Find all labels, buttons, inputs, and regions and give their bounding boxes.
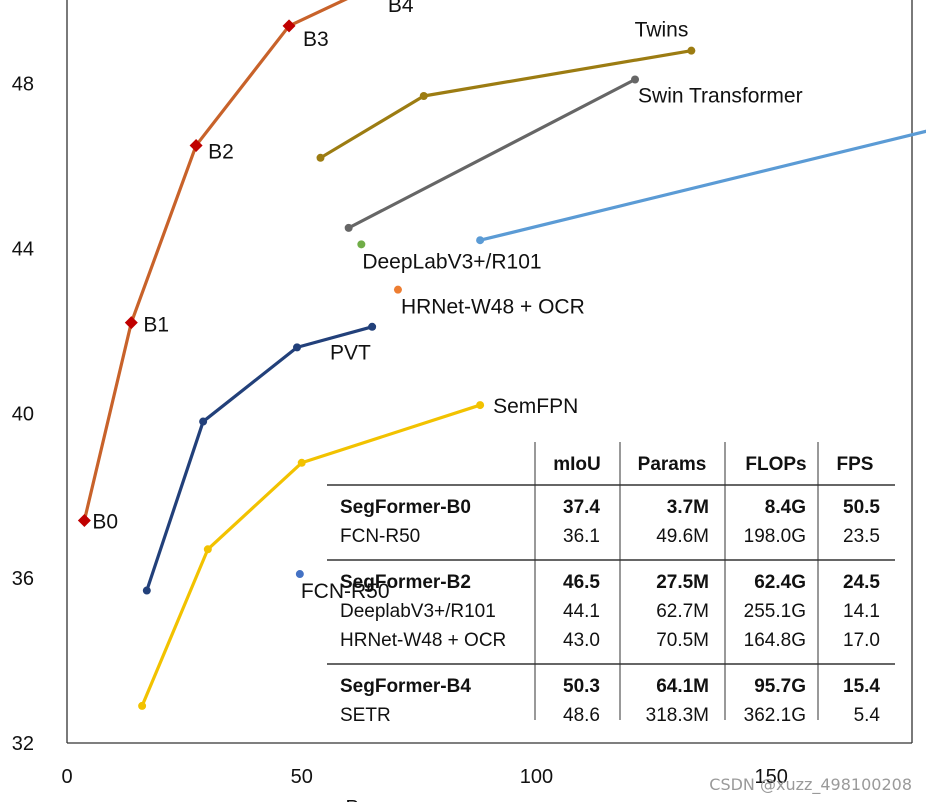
table-header-cell: FLOPs: [745, 454, 806, 475]
table-cell: 62.4G: [754, 572, 806, 593]
table-header-cell: mIoU: [553, 454, 601, 475]
data-point: [199, 417, 208, 426]
point-label: Twins: [635, 19, 689, 42]
point-label: PVT: [330, 341, 371, 364]
table-row-name: SETR: [340, 705, 391, 726]
point-label: DeepLabV3+/R101: [362, 250, 541, 273]
data-point: [203, 545, 212, 554]
point-label: B1: [143, 314, 169, 337]
table-cell: 50.5: [843, 497, 880, 518]
table-cell: 164.8G: [744, 630, 806, 651]
table-header-cell: Params: [638, 454, 707, 475]
series-line-segformer: [82, 0, 348, 523]
comparison-table: mIoU Params FLOPs FPS SegFormer-B0 37.4 3.7M 8.…: [327, 442, 895, 726]
table-row-name: FCN-R50: [340, 526, 420, 547]
table-cell: 15.4: [843, 676, 880, 697]
data-point-diamond: [77, 513, 91, 527]
y-tick-label: 48: [12, 74, 34, 96]
data-point: [297, 458, 306, 467]
data-point: [687, 46, 696, 55]
point-label: HRNet-W48 + OCR: [401, 296, 585, 319]
table-cell: 255.1G: [744, 601, 806, 622]
data-point: [142, 586, 151, 595]
table-cell: 198.0G: [744, 526, 806, 547]
table-cell: 43.0: [563, 630, 600, 651]
data-point: [357, 240, 366, 249]
series-lines: [82, 0, 926, 708]
point-label: B3: [303, 28, 329, 51]
data-point-diamond: [124, 316, 138, 330]
table-cell: 23.5: [843, 526, 880, 547]
point-labels: B0B1B2B3B4SegFormer-B5SETRTwinsSwin Tran…: [92, 0, 803, 603]
data-point: [476, 236, 485, 245]
series-markers: [77, 19, 696, 710]
point-label: B0: [92, 510, 118, 533]
table-cell: 8.4G: [765, 497, 806, 518]
table-cell: 37.4: [563, 497, 600, 518]
table-row-name: HRNet-W48 + OCR: [340, 630, 506, 651]
data-point: [631, 75, 640, 84]
table-cell: 27.5M: [656, 572, 709, 593]
table-cell: 24.5: [843, 572, 880, 593]
series-line-setr: [478, 129, 926, 242]
y-tick-label: 40: [12, 403, 34, 425]
data-point: [138, 701, 147, 710]
table-row-name: SegFormer-B2: [340, 572, 471, 593]
table-cell: 70.5M: [656, 630, 709, 651]
table-cell: 64.1M: [656, 676, 709, 697]
watermark: CSDN @xuzz_498100208: [709, 775, 912, 794]
table-cell: 3.7M: [667, 497, 709, 518]
y-tick-label: 44: [12, 238, 34, 260]
y-tick-label: 36: [12, 568, 34, 590]
data-point-diamond: [282, 19, 296, 33]
x-tick-label: 150: [754, 766, 787, 788]
data-point: [476, 401, 485, 410]
table-cell: 36.1: [563, 526, 600, 547]
series-line-pvt: [145, 325, 374, 593]
table-cell: 49.6M: [656, 526, 709, 547]
table-cell: 95.7G: [754, 676, 806, 697]
data-point: [293, 343, 302, 352]
data-point-diamond: [189, 138, 203, 152]
table-cell: 14.1: [843, 601, 880, 622]
table-cell: 48.6: [563, 705, 600, 726]
data-point: [344, 223, 353, 232]
x-tick-label: 0: [61, 766, 72, 788]
point-label: Swin Transformer: [638, 85, 803, 108]
data-point: [316, 153, 325, 162]
data-point: [368, 322, 377, 331]
point-label: SemFPN: [493, 395, 578, 418]
x-tick-label: 100: [520, 766, 553, 788]
data-point: [419, 91, 428, 100]
series-line-swin-transformer: [347, 77, 637, 230]
data-point: [393, 285, 402, 294]
point-label: FCN-R50: [301, 580, 390, 603]
table-header-cell: FPS: [837, 454, 874, 475]
data-point: [295, 570, 304, 579]
table-cell: 17.0: [843, 630, 880, 651]
table-cell: 44.1: [563, 601, 600, 622]
point-label: B4: [388, 0, 414, 17]
table-row-name: SegFormer-B0: [340, 497, 471, 518]
series-line-semfpn: [140, 403, 482, 708]
y-tick-label: 32: [12, 733, 34, 755]
table-cell: 46.5: [563, 572, 600, 593]
point-label: B2: [208, 140, 234, 163]
table-cell: 318.3M: [646, 705, 709, 726]
axes: 0 50 100 150 32 36 40 44 48 Params: [12, 0, 913, 802]
table-cell: 50.3: [563, 676, 600, 697]
x-tick-label: 50: [291, 766, 313, 788]
table-row-name: DeeplabV3+/R101: [340, 601, 496, 622]
table-row-name: SegFormer-B4: [340, 676, 471, 697]
x-axis-title: Params: [346, 797, 415, 802]
table-cell: 362.1G: [744, 705, 806, 726]
table-cell: 62.7M: [656, 601, 709, 622]
table-cell: 5.4: [854, 705, 881, 726]
series-line-twins: [318, 49, 693, 160]
